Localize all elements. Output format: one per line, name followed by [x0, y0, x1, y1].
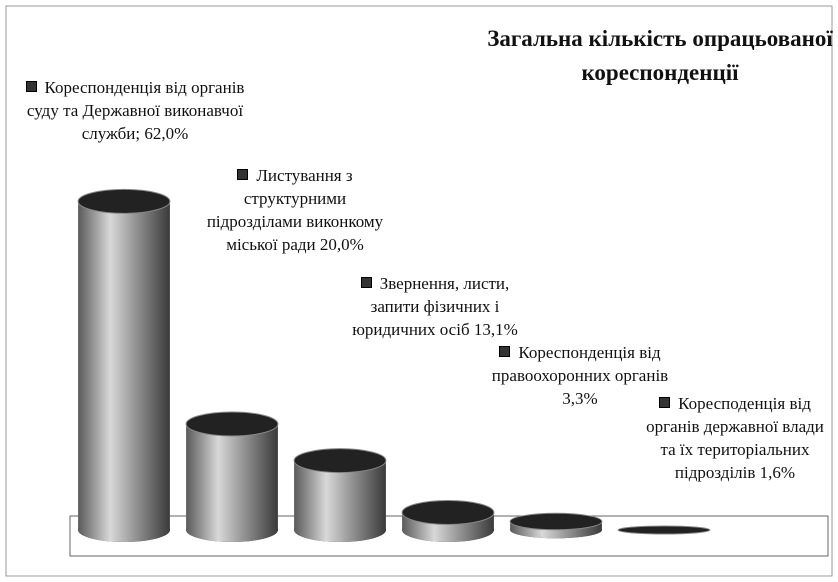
bar-top	[509, 512, 603, 531]
data-label: Звернення, листи, запити фізичних і юрид…	[340, 272, 530, 341]
bar-top	[401, 500, 495, 526]
bar	[185, 411, 279, 542]
bar	[293, 448, 387, 542]
bar-top	[77, 188, 171, 214]
bar-bottom-edge	[186, 518, 278, 542]
frame	[5, 5, 833, 577]
label-marker	[499, 346, 511, 357]
value-label: 1,6%	[759, 463, 796, 482]
value-label: 3,3%	[562, 389, 598, 408]
bar-top	[617, 525, 711, 535]
category-label: Коресподенція від органів державної влад…	[646, 394, 824, 482]
label-marker	[659, 397, 671, 408]
value-label: 62,0%	[144, 124, 189, 143]
label-marker	[25, 81, 37, 92]
data-label: Коресподенція від органів державної влад…	[640, 392, 830, 484]
label-marker	[360, 277, 372, 288]
bar-top	[185, 411, 279, 437]
data-label: Кореспонденція від правоохоронних органі…	[480, 341, 680, 410]
bar-bottom-edge	[402, 518, 494, 542]
bar	[617, 525, 711, 535]
label-marker	[237, 169, 249, 180]
category-label: Звернення, листи, запити фізичних і юрид…	[352, 274, 510, 339]
bar-body	[78, 201, 170, 530]
bar	[401, 500, 495, 542]
data-label: Кореспонденція від органів суду та Держа…	[20, 76, 250, 145]
bar	[77, 188, 171, 542]
bar-body	[186, 424, 278, 530]
category-label: Листування з структурними підрозділами в…	[206, 166, 384, 254]
bar-bottom-edge	[294, 518, 386, 542]
bar-bottom-edge	[78, 518, 170, 542]
category-label: Кореспонденція від правоохоронних органі…	[491, 343, 669, 385]
data-label: Листування з структурними підрозділами в…	[200, 164, 390, 256]
value-label: 20,0%	[319, 235, 364, 254]
bar	[509, 512, 603, 539]
bar-top	[293, 448, 387, 474]
chart-title: Загальна кількість опрацьованої кореспон…	[487, 26, 833, 85]
value-label: 13,1%	[473, 320, 518, 339]
category-label: Кореспонденція від органів суду та Держа…	[26, 78, 245, 143]
